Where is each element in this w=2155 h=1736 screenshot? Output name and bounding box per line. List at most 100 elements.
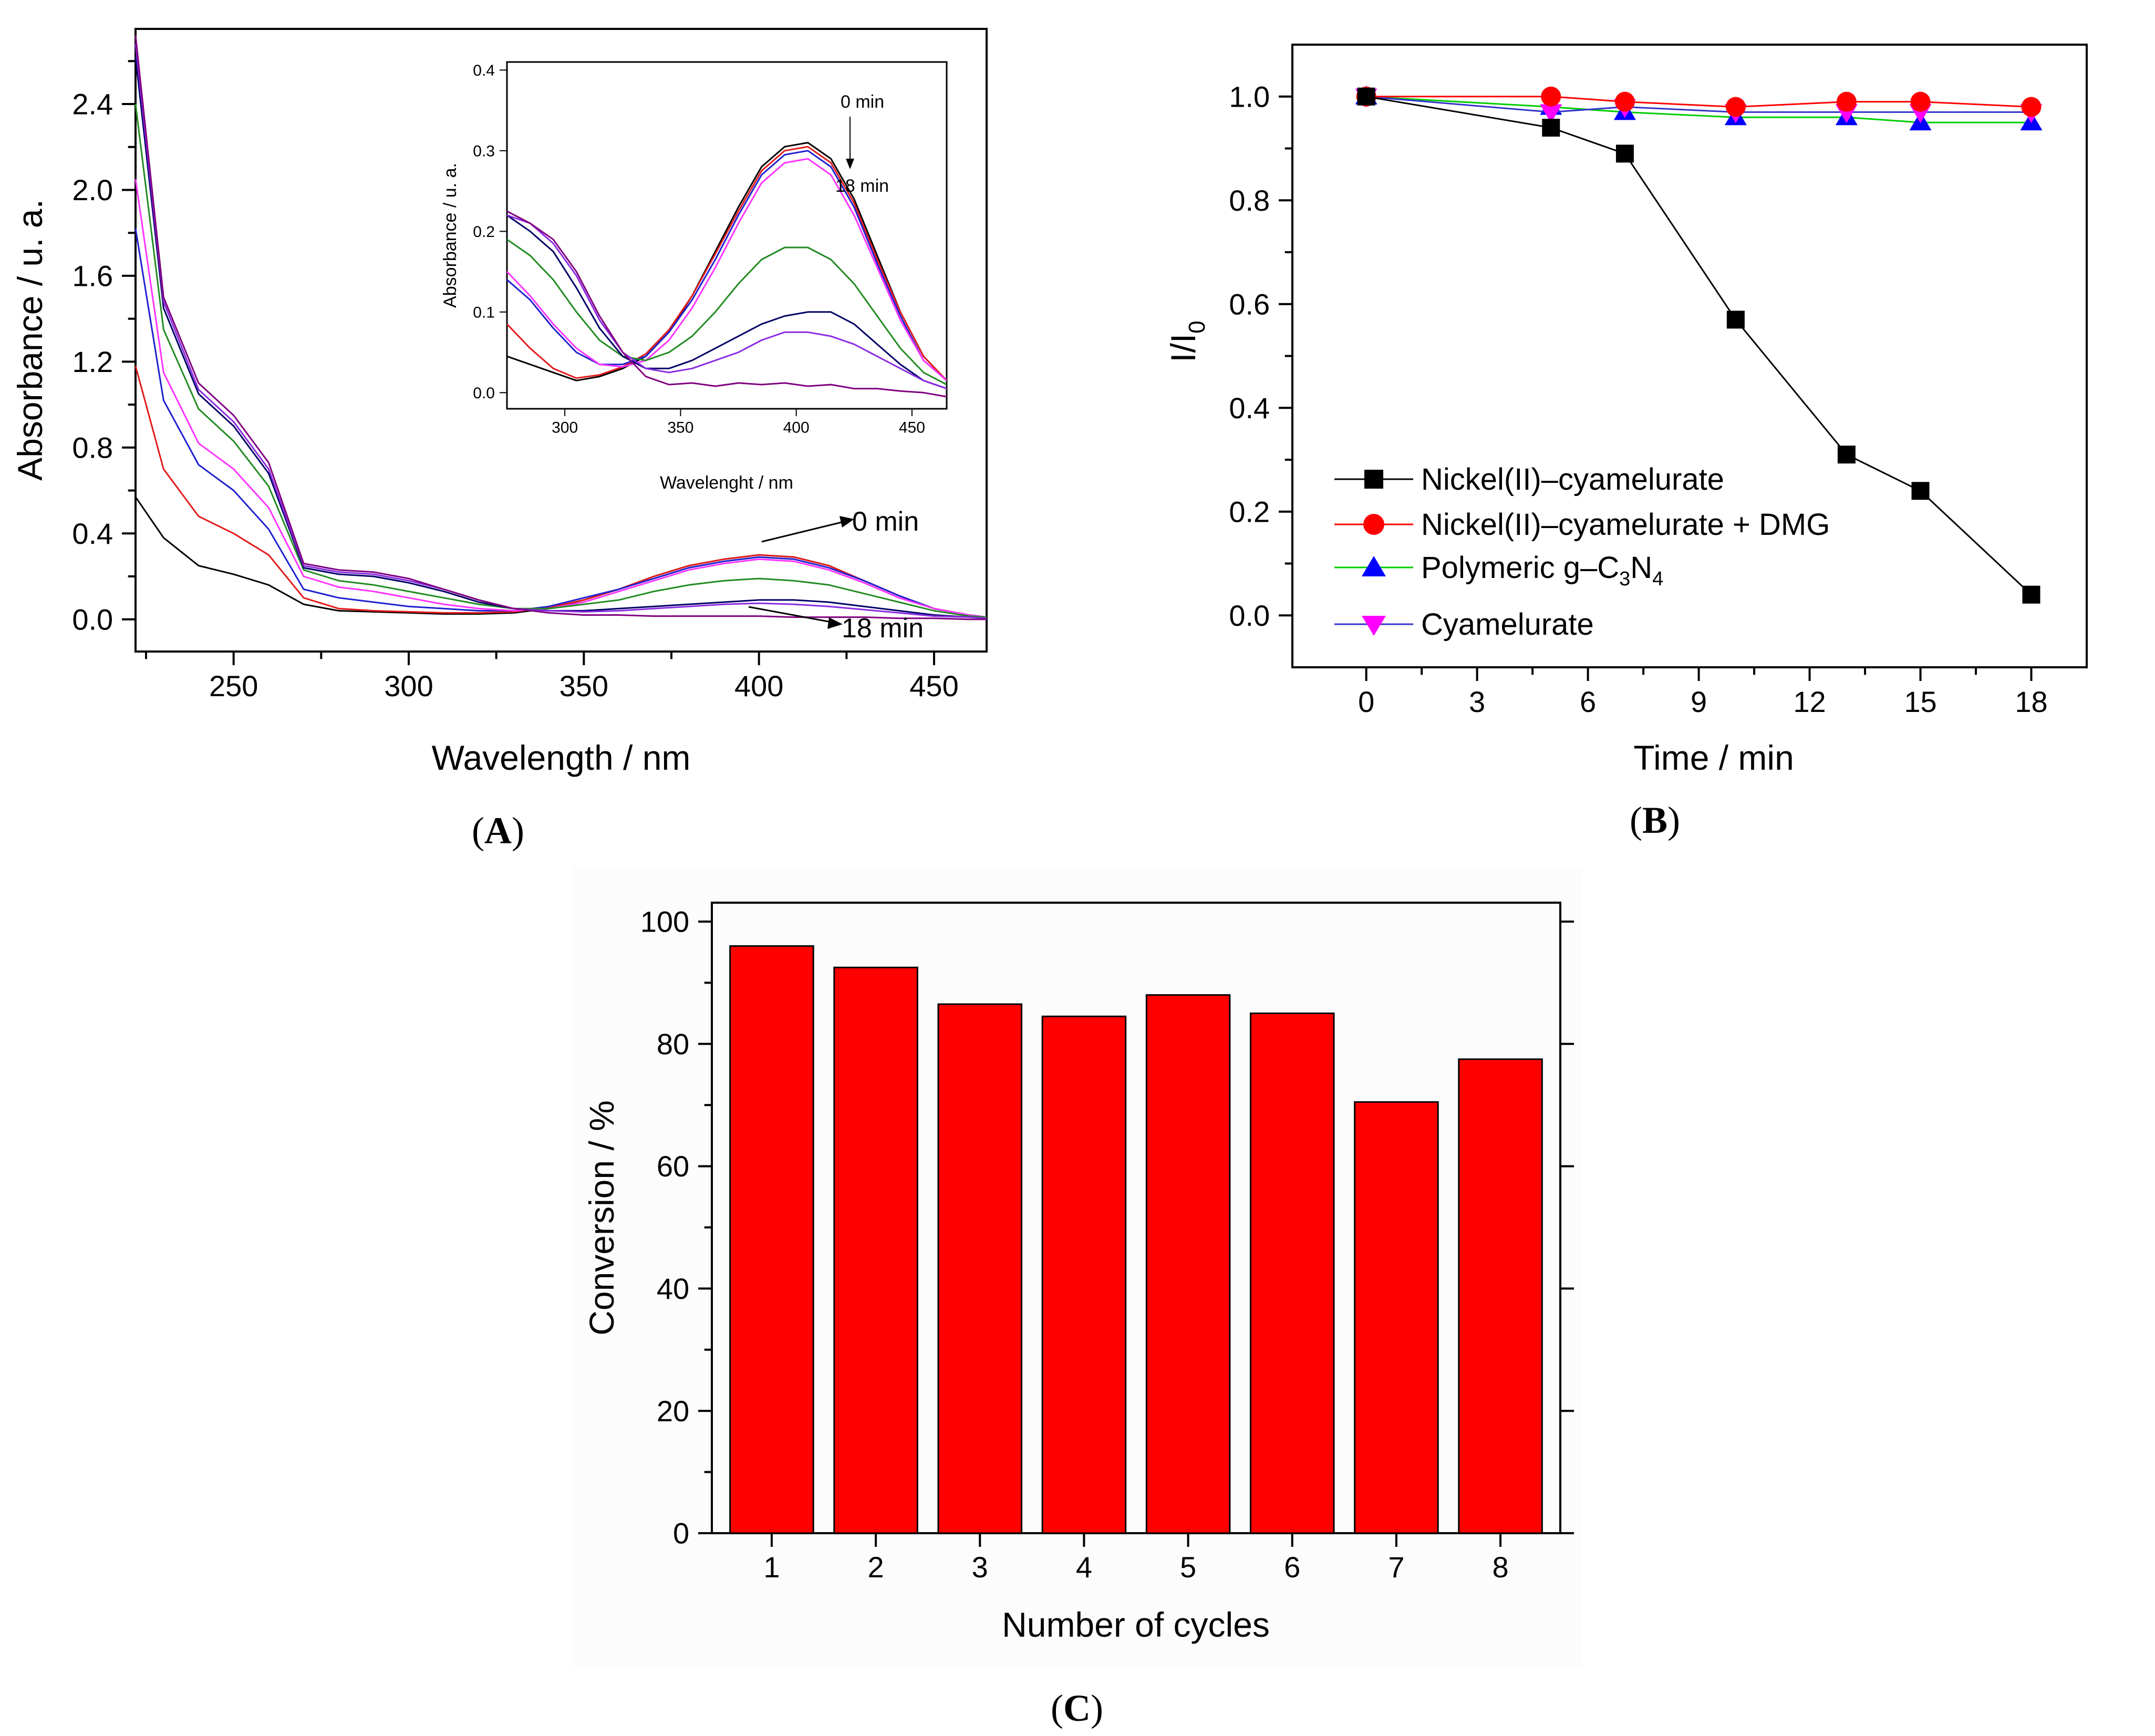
y-tick-label: 0 <box>673 1517 689 1550</box>
x-tick-label: 1 <box>763 1551 780 1584</box>
square-marker <box>1726 311 1745 329</box>
panel-c-frame <box>711 902 1561 1534</box>
inset-spectrum-line <box>506 210 947 398</box>
ylabel-subscript: 0 <box>1184 321 1210 333</box>
triangle-down-marker <box>1540 104 1562 123</box>
bar <box>937 1003 1023 1534</box>
spectrum-line <box>134 228 987 618</box>
x-tick-label: 400 <box>783 419 810 437</box>
inset-annotation-18min: 18 min <box>835 176 889 196</box>
bar <box>1458 1058 1543 1534</box>
x-tick-label: 300 <box>552 419 578 437</box>
spectrum-line <box>134 179 987 618</box>
square-marker <box>1357 87 1375 106</box>
x-tick-label: 7 <box>1388 1551 1404 1584</box>
y-tick-label: 1.2 <box>72 345 113 378</box>
square-marker <box>1615 144 1634 163</box>
x-tick-label: 0 <box>1358 685 1374 718</box>
x-tick-label: 400 <box>734 669 783 702</box>
panel-b-ticks: 0 3 6 9 12 15 18 0.0 0.2 0.4 0.6 0.8 1.0 <box>1229 80 2047 718</box>
bar <box>833 966 918 1534</box>
inset-ticks: 300 350 400 450 0.0 0.1 0.2 0.3 0.4 <box>473 62 925 437</box>
bar <box>1354 1101 1439 1534</box>
panel-c-bars <box>729 945 1543 1534</box>
panel-b-caption: (B) <box>1630 799 1680 841</box>
legend-label-main: Polymeric g–C <box>1421 551 1619 585</box>
panel-a-ticks: 250 300 350 400 450 0.0 0.4 0.8 1.2 1.6 2.0 2.4 <box>72 60 959 702</box>
panel-b-chart: 0 3 6 9 12 15 180.00.20.40.60.81.0 Time / min … <box>1164 44 2088 841</box>
inset-spectrum-line <box>506 150 947 381</box>
y-tick-label: 0.1 <box>473 304 495 321</box>
inset-spectra <box>506 142 948 398</box>
inset-xlabel: Wavelenght / nm <box>660 473 793 493</box>
spectrum-line <box>134 44 987 619</box>
x-tick-label: 3 <box>972 1551 988 1584</box>
triangle-up-marker-icon <box>1362 556 1386 576</box>
x-tick-label: 5 <box>1180 1551 1196 1584</box>
y-tick-label: 0.3 <box>473 142 495 160</box>
x-tick-label: 250 <box>209 669 258 702</box>
y-tick-label: 0.8 <box>1229 184 1270 217</box>
inset-spectrum-line <box>506 214 947 390</box>
inset-arrow-head-icon <box>846 159 854 169</box>
series-line <box>1366 96 2032 123</box>
x-tick-label: 15 <box>1904 685 1936 718</box>
panel-c-letter: C <box>1063 1687 1091 1729</box>
y-tick-label: 0.8 <box>72 431 113 464</box>
y-tick-label: 2.0 <box>72 173 113 206</box>
x-tick-label: 6 <box>1284 1551 1300 1584</box>
square-marker-icon <box>1364 470 1383 489</box>
panel-a-caption: (A) <box>472 810 524 852</box>
bar <box>1249 1012 1335 1534</box>
panel-a-spectra <box>134 35 987 621</box>
square-marker <box>2022 585 2040 604</box>
panel-c-caption: (C) <box>1051 1687 1103 1729</box>
panel-c-ylabel: Conversion / % <box>582 1100 621 1336</box>
x-tick-label: 350 <box>560 669 608 702</box>
series-line <box>1366 96 2032 113</box>
y-tick-label: 0.2 <box>1229 495 1270 528</box>
y-tick-label: 80 <box>657 1027 689 1060</box>
panel-a-annotation-0min: 0 min <box>761 507 919 543</box>
circle-marker <box>2021 97 2042 117</box>
inset-spectrum-line <box>506 239 947 386</box>
circle-marker <box>1836 91 1857 112</box>
triangle-down-marker-icon <box>1362 616 1386 636</box>
square-marker <box>1542 119 1560 137</box>
panel-b-letter: B <box>1642 799 1667 841</box>
legend-label-sub2: 4 <box>1652 568 1663 590</box>
x-tick-label: 2 <box>868 1551 884 1584</box>
x-tick-label: 4 <box>1076 1551 1092 1584</box>
panel-b-series <box>1355 85 2043 604</box>
arrow-head-icon <box>840 516 854 528</box>
annotation-18min: 18 min <box>842 613 924 644</box>
panel-b-legend: Nickel(II)–cyamelurate Nickel(II)–cyamel… <box>1334 462 1830 642</box>
panel-b-xlabel: Time / min <box>1633 738 1794 777</box>
circle-marker <box>1541 86 1561 107</box>
arrow-line <box>761 520 846 543</box>
panel-a-chart: 250 300 350 400 450 0.0 0.4 0.8 1.2 1.6 2.0 2.4 Wav… <box>11 28 988 852</box>
x-tick-label: 8 <box>1492 1551 1508 1584</box>
y-tick-label: 0.0 <box>72 603 113 636</box>
inset-spectrum-line <box>506 158 947 381</box>
inset-spectrum-line <box>506 142 948 381</box>
panel-a-ylabel: Absorbance / u. a. <box>11 199 49 481</box>
square-marker <box>1911 482 1930 500</box>
y-tick-label: 0.0 <box>1229 599 1270 632</box>
x-tick-label: 6 <box>1580 685 1596 718</box>
legend-label-sub1: 3 <box>1619 568 1630 590</box>
x-tick-label: 350 <box>667 419 693 437</box>
y-tick-label: 1.0 <box>1229 80 1270 113</box>
panel-a-inset: 300 350 400 450 0.0 0.1 0.2 0.3 0.4 Wavelenght /… <box>440 61 948 493</box>
legend-label: Nickel(II)–cyamelurate + DMG <box>1421 508 1830 542</box>
inset-annotation-0min: 0 min <box>841 92 884 112</box>
circle-marker-icon <box>1363 514 1384 535</box>
panel-a-xlabel: Wavelength / nm <box>432 738 691 777</box>
circle-marker <box>1725 97 1746 117</box>
panel-b-frame <box>1291 44 2088 668</box>
x-tick-label: 450 <box>899 419 925 437</box>
legend-item-polymeric-gcn: Polymeric g–C3N4 <box>1334 551 1663 590</box>
